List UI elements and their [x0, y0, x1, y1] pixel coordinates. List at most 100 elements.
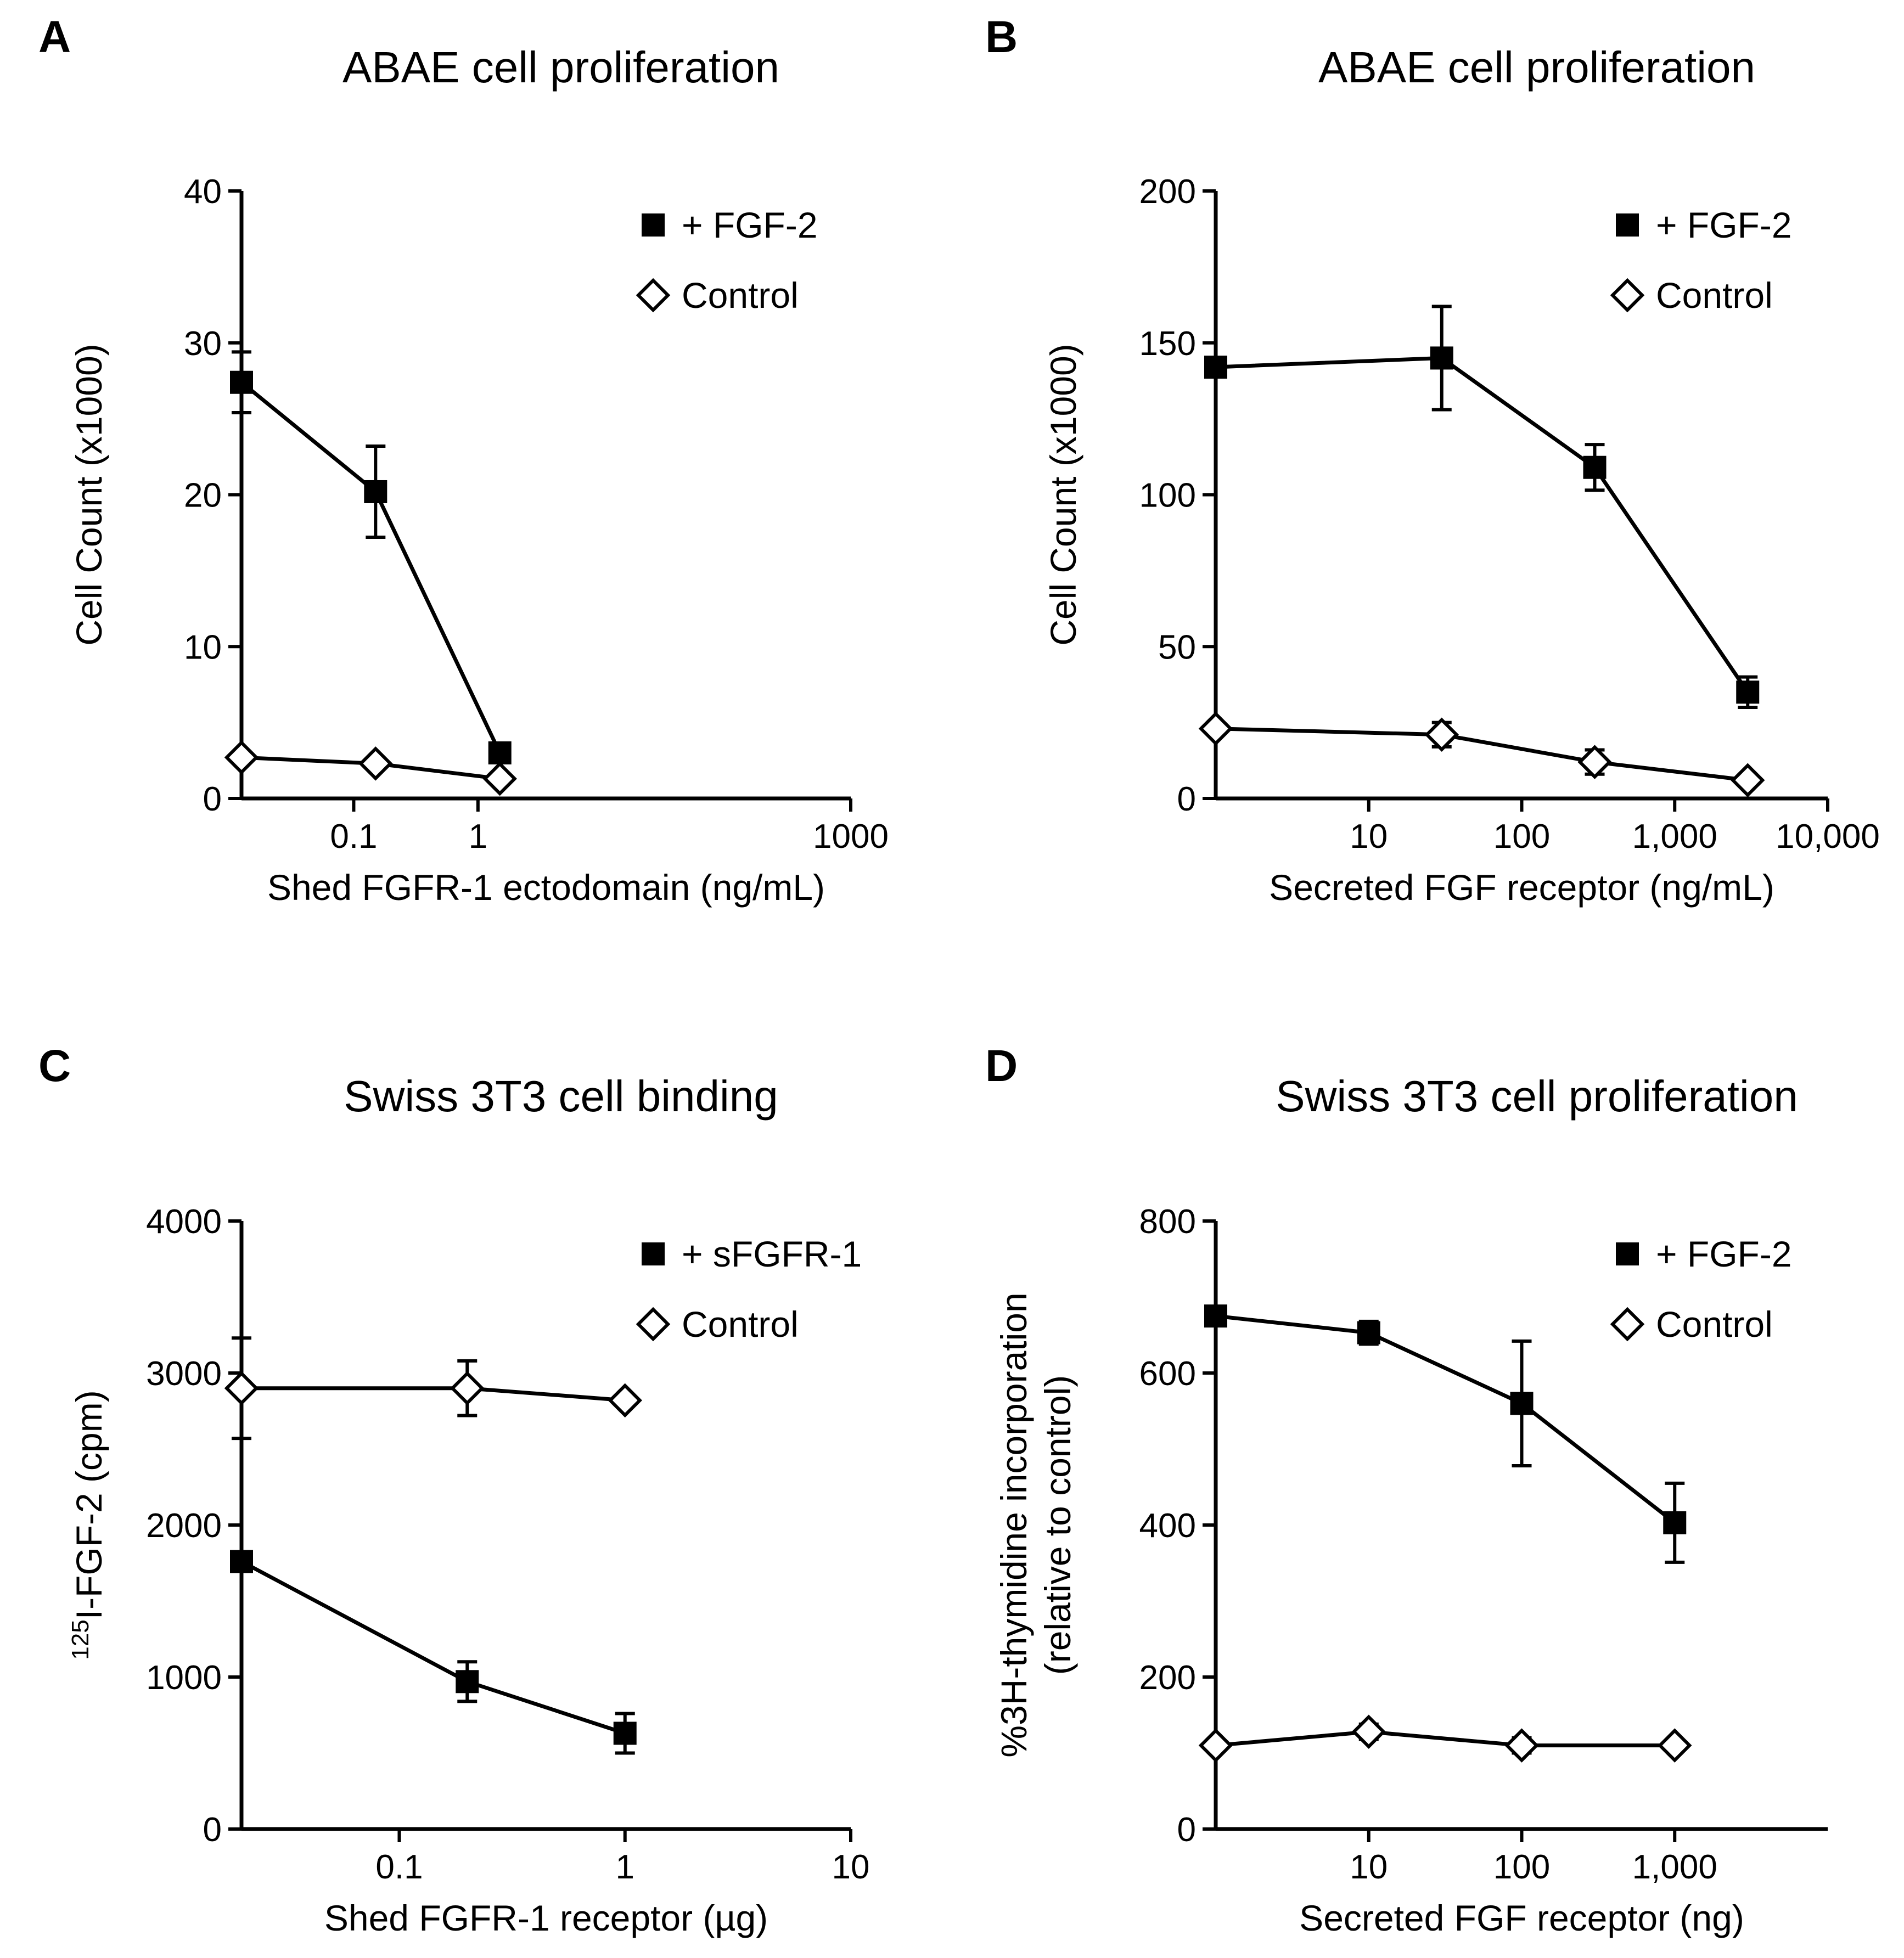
data-point-diamond — [1198, 711, 1233, 746]
series-control — [1198, 711, 1765, 798]
series-line — [240, 1560, 626, 1735]
data-point-diamond — [1658, 1728, 1692, 1763]
y-tick-label: 800 — [1139, 1203, 1196, 1241]
data-point-diamond — [1424, 717, 1459, 752]
legend-diamond-icon — [1610, 278, 1645, 313]
legend-square-icon — [1616, 213, 1639, 237]
y-tick-label: 30 — [184, 325, 222, 363]
data-point-square — [1663, 1511, 1687, 1534]
x-axis-label: Secreted FGF receptor (ng) — [1299, 1898, 1744, 1938]
data-point-square — [1583, 455, 1607, 479]
series-treated — [1204, 305, 1760, 709]
x-tick-label: 1000 — [813, 818, 889, 856]
y-axis-label-line2: (relative to control) — [1037, 1375, 1078, 1675]
data-point-diamond — [1731, 763, 1765, 798]
series-treated — [1204, 1304, 1687, 1564]
y-tick-label: 400 — [1139, 1507, 1196, 1545]
legend-square-icon — [642, 213, 665, 237]
y-tick-label: 3000 — [146, 1355, 222, 1393]
data-point-square — [364, 480, 387, 503]
y-tick-label: 100 — [1139, 477, 1196, 515]
panel-label: C — [38, 1041, 71, 1091]
x-tick-label: 10 — [1350, 818, 1388, 856]
legend-label: + FGF-2 — [1656, 205, 1792, 245]
data-point-diamond — [1577, 745, 1612, 779]
y-tick-label: 0 — [1177, 780, 1196, 818]
panel-label: D — [985, 1041, 1018, 1091]
y-tick-label: 0 — [203, 780, 222, 818]
legend-label: Control — [682, 1304, 799, 1344]
data-point-square — [230, 370, 253, 394]
x-tick-label: 1,000 — [1632, 818, 1717, 856]
data-point-diamond — [224, 740, 259, 775]
legend-label: Control — [682, 275, 799, 316]
series-control — [224, 1336, 642, 1441]
data-point-diamond — [224, 1371, 259, 1405]
chart-panel-b: B ABAE cell proliferation 0 50 100 150 200 10 10… — [985, 12, 1880, 908]
data-point-square — [1510, 1392, 1534, 1415]
data-point-square — [488, 741, 512, 764]
y-tick-label: 200 — [1139, 173, 1196, 211]
y-tick-label: 200 — [1139, 1659, 1196, 1697]
legend-label: Control — [1656, 275, 1773, 316]
y-axis-label-superscript: 125 — [67, 1619, 94, 1659]
y-tick-label: 0 — [203, 1811, 222, 1849]
chart-title: Swiss 3T3 cell binding — [344, 1072, 778, 1121]
x-tick-label: 100 — [1493, 1848, 1550, 1886]
x-tick-label: 0.1 — [330, 818, 377, 856]
legend-square-icon — [642, 1242, 665, 1265]
data-point-square — [1357, 1321, 1380, 1344]
panel-label: A — [38, 12, 71, 62]
data-point-square — [1430, 346, 1453, 370]
y-tick-label: 4000 — [146, 1203, 222, 1241]
y-axis-label: Cell Count (x1000) — [69, 344, 109, 645]
series-line — [240, 380, 502, 754]
data-point-square — [1204, 356, 1227, 379]
series-line — [1215, 1314, 1676, 1524]
x-tick-label: 10 — [1350, 1848, 1388, 1886]
data-point-square — [613, 1721, 637, 1745]
series-treated — [230, 1550, 637, 1755]
series-control — [224, 740, 517, 796]
legend-label: Control — [1656, 1304, 1773, 1344]
chart-title: ABAE cell proliferation — [342, 43, 779, 92]
y-tick-label: 150 — [1139, 325, 1196, 363]
y-tick-label: 10 — [184, 628, 222, 666]
chart-panel-c: C Swiss 3T3 cell binding 0 1000 2000 3000 4000… — [38, 1041, 869, 1938]
data-point-diamond — [1351, 1714, 1386, 1749]
y-tick-label: 50 — [1158, 628, 1196, 666]
x-tick-label: 0.1 — [375, 1848, 423, 1886]
legend-square-icon — [1616, 1242, 1639, 1265]
legend-label: + FGF-2 — [1656, 1234, 1792, 1274]
series-treated — [230, 350, 512, 764]
legend-label: + FGF-2 — [682, 205, 818, 245]
data-point-diamond — [482, 761, 517, 796]
x-axis-label: Secreted FGF receptor (ng/mL) — [1269, 867, 1774, 908]
y-tick-label: 20 — [184, 477, 222, 515]
legend-diamond-icon — [636, 1307, 671, 1342]
data-point-diamond — [608, 1383, 642, 1418]
chart-panel-a: A ABAE cell proliferation 0 10 20 30 40 0.1 1 100… — [38, 12, 889, 908]
y-tick-label: 2000 — [146, 1507, 222, 1545]
x-axis-label: Shed FGFR-1 receptor (µg) — [324, 1898, 768, 1938]
data-point-diamond — [1198, 1728, 1233, 1763]
x-tick-label: 100 — [1493, 818, 1550, 856]
legend-label: + sFGFR-1 — [682, 1234, 862, 1274]
x-tick-label: 1 — [615, 1848, 634, 1886]
series-line — [1215, 727, 1748, 783]
chart-title: Swiss 3T3 cell proliferation — [1276, 1072, 1798, 1121]
legend: + FGF-2 Control — [1610, 1234, 1792, 1344]
y-axis-label: Cell Count (x1000) — [1043, 344, 1083, 645]
y-tick-label: 600 — [1139, 1355, 1196, 1393]
series-control — [1198, 1714, 1692, 1763]
chart-panel-d: D Swiss 3T3 cell proliferation 0 200 400 600 8… — [985, 1041, 1828, 1938]
y-axis-label-main: I-FGF-2 (cpm) — [69, 1390, 109, 1619]
y-axis-label: 125I-FGF-2 (cpm) — [67, 1390, 109, 1659]
legend-diamond-icon — [1610, 1307, 1645, 1342]
legend: + FGF-2 Control — [636, 205, 818, 316]
x-axis-label: Shed FGFR-1 ectodomain (ng/mL) — [267, 867, 825, 908]
x-tick-label: 10 — [832, 1848, 870, 1886]
y-tick-label: 0 — [1177, 1811, 1196, 1849]
series-line — [241, 1386, 626, 1403]
